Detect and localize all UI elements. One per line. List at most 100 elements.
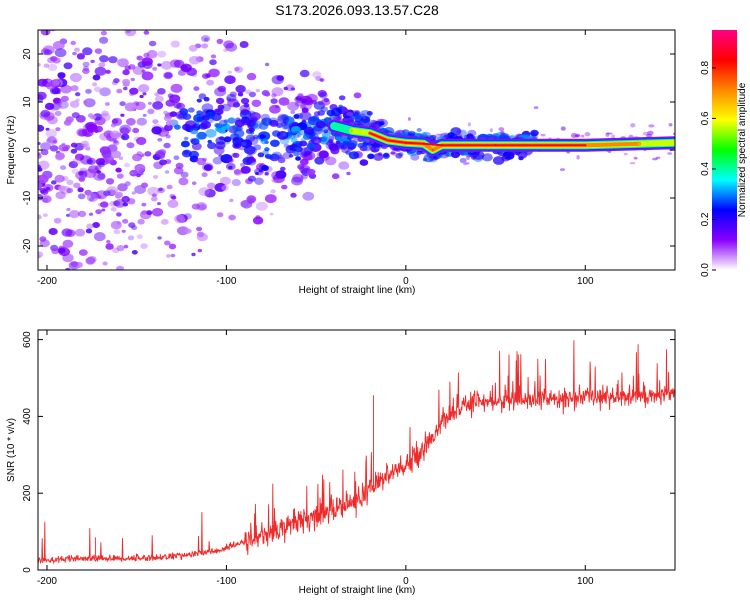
spectrogram-blob [40, 189, 49, 195]
spectrogram-blob [141, 182, 148, 188]
spectrogram-blob [338, 95, 346, 101]
spectrogram-blob [54, 174, 65, 183]
spectrogram-blob [319, 153, 330, 161]
spectrogram-blob [258, 122, 269, 130]
spectrogram-blob [373, 153, 384, 161]
spectrogram-blob [69, 100, 80, 108]
spectrogram-blob [129, 87, 139, 95]
spectrogram-blob [282, 152, 292, 159]
spectrogram-blob [348, 151, 360, 160]
spectrogram-blob [65, 267, 71, 270]
spectrogram-blob [280, 114, 289, 121]
spectrogram-blob [249, 157, 256, 163]
spectrogram-blob [58, 144, 68, 152]
spectrogram-blob [235, 85, 246, 93]
spectrogram-blob [245, 89, 252, 95]
spectrogram-blob [208, 68, 220, 78]
spectrogram-blob [218, 154, 223, 158]
spectrogram-blob [55, 191, 66, 200]
spectrogram-blob [302, 191, 315, 201]
spectrogram-blob [429, 158, 435, 161]
spectrogram-blob [205, 128, 217, 138]
spectrogram-ridge-point [332, 124, 336, 128]
spectrogram-blob [290, 125, 301, 134]
spectrogram-blob [184, 136, 189, 141]
spectrogram-blob [201, 43, 209, 49]
spectrogram-blob [45, 81, 56, 90]
spectrogram-blob [293, 114, 300, 119]
spectrogram-ridge-point [584, 144, 587, 147]
spectrogram-blob [96, 173, 106, 181]
spectrogram-blob [668, 123, 673, 127]
spectrogram-blob [646, 133, 653, 138]
spectrogram-blob [443, 134, 450, 138]
spectrogram-blob [307, 143, 315, 150]
spectrogram-blob [281, 184, 288, 190]
spectrogram-blob [352, 112, 359, 117]
spectrogram-blob [99, 146, 111, 155]
spectrogram-blob [164, 72, 173, 79]
spectrogram-blob [131, 250, 138, 255]
spectrogram-x-tick-label: 100 [577, 276, 594, 287]
spectrogram-blob [283, 124, 289, 129]
spectrogram-blob [173, 155, 180, 160]
spectrogram-blob [221, 185, 229, 191]
spectrogram-blob [236, 141, 249, 151]
spectrogram-blob [353, 92, 362, 99]
spectrogram-blob [43, 63, 50, 68]
spectrogram-blob [232, 152, 240, 158]
spectrogram-blob [264, 92, 271, 97]
spectrogram-blob [307, 168, 316, 176]
spectrogram-blob [120, 113, 125, 117]
spectrogram-blob [49, 103, 60, 111]
spectrogram-blob [299, 158, 309, 166]
spectrogram-blob [68, 161, 79, 169]
spectrogram-blob [82, 66, 90, 71]
spectrogram-blob [99, 55, 109, 63]
spectrogram-blob [157, 88, 166, 95]
spectrogram-blob [124, 102, 137, 112]
spectrogram-blob [202, 73, 210, 79]
spectrogram-blob [62, 239, 74, 248]
spectrogram-blob [340, 144, 348, 150]
spectrogram-blob [239, 104, 251, 114]
spectrogram-blob [191, 203, 200, 210]
spectrogram-blob [134, 163, 146, 173]
spectrogram-blob [121, 195, 130, 203]
snr-x-tick-label: -200 [37, 576, 57, 587]
spectrogram-blob [287, 101, 300, 111]
spectrogram-blob [136, 234, 143, 240]
spectrogram-blob [194, 18, 204, 26]
spectrogram-blob [159, 159, 167, 166]
spectrogram-blob [271, 87, 284, 97]
spectrogram-blob [72, 157, 81, 165]
spectrogram-blob [154, 95, 164, 103]
spectrogram-blob [301, 98, 308, 104]
spectrogram-blob [463, 134, 470, 140]
spectrogram-blob [196, 232, 208, 242]
spectrogram-blob [269, 153, 280, 162]
spectrogram-blob [116, 212, 121, 216]
snr-series-line [38, 340, 675, 565]
spectrogram-blob [295, 146, 300, 151]
spectrogram-blob [216, 212, 224, 218]
spectrogram-blob [362, 144, 372, 152]
spectrogram-blob [237, 92, 244, 97]
spectrogram-blob [55, 152, 65, 160]
spectrogram-x-tick-label: -200 [37, 276, 57, 287]
spectrogram-blob [51, 180, 57, 185]
spectrogram-blob [363, 122, 368, 126]
spectrogram-blob [264, 172, 269, 176]
spectrogram-blob [166, 184, 173, 190]
snr-y-tick-label: 0 [22, 567, 33, 573]
spectrogram-blob [227, 117, 236, 124]
spectrogram-blob [93, 232, 106, 242]
spectrogram-blob [269, 212, 274, 216]
spectrogram-blob [228, 158, 234, 163]
spectrogram-blob [291, 176, 303, 186]
spectrogram-blob [255, 172, 259, 175]
spectrogram-blob [105, 69, 111, 74]
spectrogram-blob [560, 126, 566, 131]
spectrogram-blob [574, 134, 580, 138]
